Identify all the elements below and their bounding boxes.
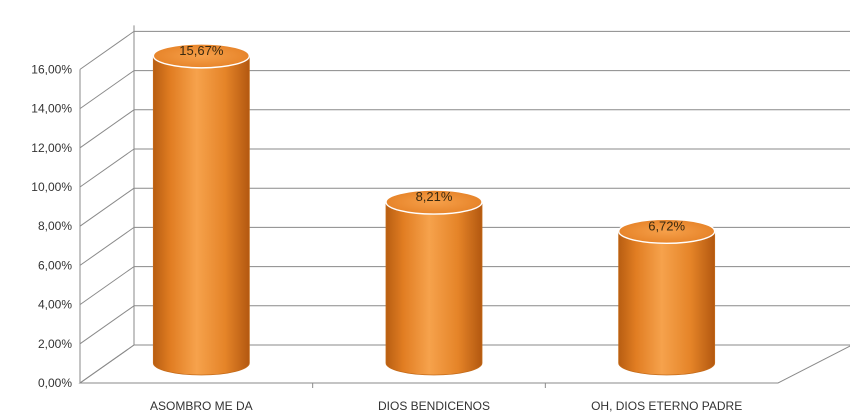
- side-wall-gridline: [79, 266, 135, 306]
- data-label: 6,72%: [648, 218, 685, 233]
- gridlines: [79, 30, 850, 384]
- x-category-label: DIOS BENDICENOS: [378, 399, 490, 413]
- x-category-label: ASOMBRO ME DA: [150, 399, 253, 413]
- y-tick-label: 14,00%: [31, 102, 72, 116]
- y-tick-label: 4,00%: [38, 298, 72, 312]
- bar: [152, 43, 251, 376]
- side-wall-gridline: [79, 109, 135, 149]
- bar-top: [152, 43, 251, 69]
- bar-body: [152, 55, 250, 376]
- y-tick-label: 12,00%: [31, 141, 72, 155]
- data-label: 8,21%: [416, 189, 453, 204]
- side-wall-gridline: [79, 70, 135, 110]
- bar-body: [618, 230, 716, 376]
- side-wall-gridline: [79, 226, 135, 266]
- side-wall-gridline: [79, 187, 135, 227]
- bar-body: [385, 201, 483, 376]
- bar-top: [617, 218, 716, 244]
- x-category-label: OH, DIOS ETERNO PADRE: [591, 399, 742, 413]
- side-wall-gridline: [79, 30, 135, 70]
- bar-top: [385, 189, 483, 215]
- y-tick-label: 8,00%: [38, 219, 72, 233]
- axes: [78, 25, 850, 388]
- bar: [617, 218, 716, 376]
- side-wall-gridline: [79, 305, 135, 345]
- data-label: 15,67%: [179, 43, 224, 58]
- y-tick-label: 2,00%: [38, 337, 72, 351]
- side-wall-gridline: [79, 148, 135, 188]
- bars: 15,67% 8,21% 6,72%: [152, 43, 716, 376]
- y-tick-label: 6,00%: [38, 258, 72, 272]
- bar: [385, 189, 483, 376]
- y-tick-label: 10,00%: [31, 180, 72, 194]
- x-axis-category-labels: ASOMBRO ME DA DIOS BENDICENOS OH, DIOS ETE…: [150, 399, 742, 413]
- y-tick-label: 16,00%: [31, 62, 72, 76]
- y-tick-label: 0,00%: [38, 376, 72, 390]
- y-axis-tick-labels: 0,00% 2,00% 4,00% 6,00% 8,00% 10,00% 12,00% 14,…: [31, 62, 72, 390]
